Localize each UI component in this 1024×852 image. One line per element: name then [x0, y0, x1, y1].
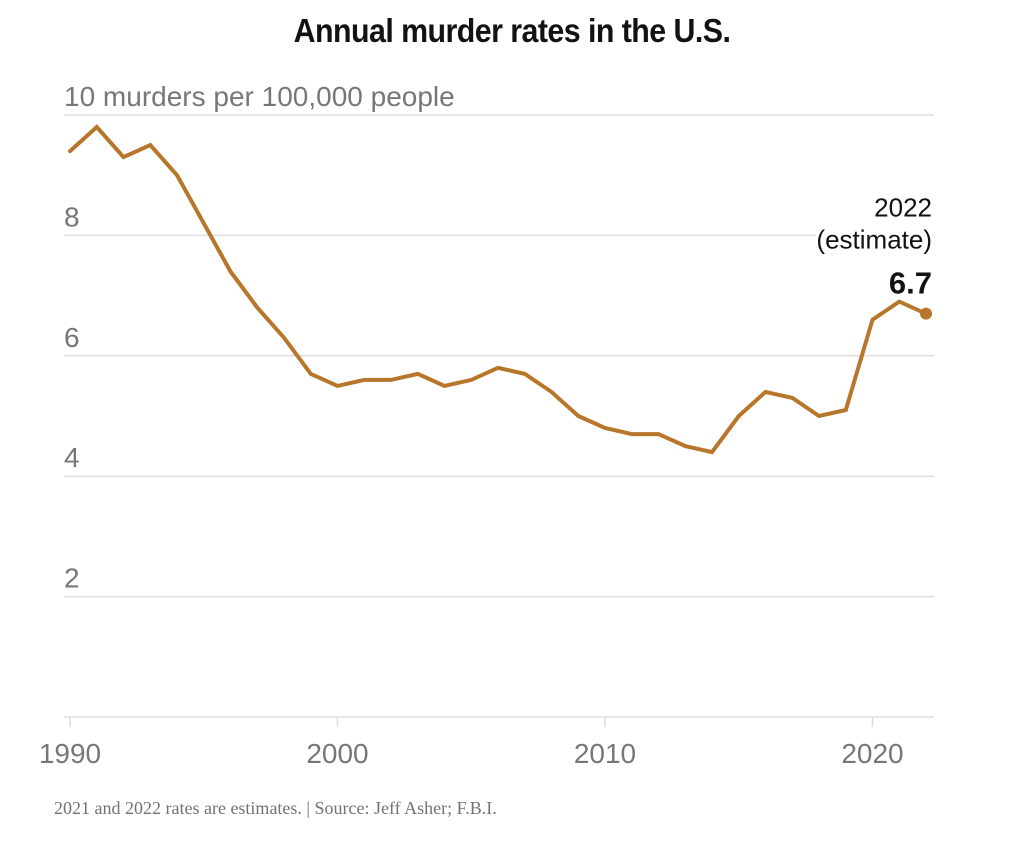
x-axis: 1990 2000 2010 2020 [39, 716, 934, 769]
data-point-2013 [683, 444, 687, 448]
data-point-2009 [576, 414, 580, 418]
data-point-2008 [550, 390, 554, 394]
data-point-2004 [443, 384, 447, 388]
data-point-2005 [469, 378, 473, 382]
data-point-2011 [630, 432, 634, 436]
y-tick-label-8: 8 [64, 201, 80, 232]
data-point-1998 [282, 336, 286, 340]
data-point-1990 [68, 149, 72, 153]
y-tick-label-2: 2 [64, 563, 80, 594]
data-point-2010 [603, 426, 607, 430]
y-tick-label-4: 4 [64, 442, 80, 473]
data-point-2017 [790, 396, 794, 400]
data-point-1996 [229, 270, 233, 274]
data-point-2018 [817, 414, 821, 418]
data-point-2014 [710, 450, 714, 454]
x-tick-label-2000: 2000 [306, 738, 368, 769]
data-point-1997 [255, 306, 259, 310]
source-note: 2021 and 2022 rates are estimates. | Sou… [54, 798, 497, 818]
series-layer [68, 124, 932, 455]
data-point-2015 [737, 414, 741, 418]
data-point-2020 [871, 318, 875, 322]
data-point-1993 [148, 143, 152, 147]
data-point-2001 [362, 378, 366, 382]
data-point-2003 [416, 372, 420, 376]
end-point-marker [920, 307, 932, 320]
annotation-subtitle: (estimate) [816, 225, 932, 255]
x-tick-label-2020: 2020 [841, 738, 903, 769]
data-point-1992 [122, 155, 126, 159]
y-tick-labels: 10 murders per 100,000 people 8 6 4 2 [64, 81, 455, 594]
data-point-2019 [844, 408, 848, 412]
x-tick-label-1990: 1990 [39, 738, 101, 769]
data-point-2000 [336, 384, 340, 388]
data-point-2012 [657, 432, 661, 436]
y-tick-label-10: 10 murders per 100,000 people [64, 81, 455, 112]
chart-title: Annual murder rates in the U.S. [293, 12, 731, 49]
data-point-2002 [389, 378, 393, 382]
data-point-1994 [175, 173, 179, 177]
annotation-year: 2022 [874, 193, 932, 223]
data-point-1995 [202, 221, 206, 225]
data-point-1991 [95, 125, 99, 129]
data-point-2007 [523, 372, 527, 376]
annotation: 2022 (estimate) 6.7 [813, 190, 935, 304]
data-point-2016 [764, 390, 768, 394]
data-point-2006 [496, 366, 500, 370]
series-line [68, 124, 928, 455]
annotation-value: 6.7 [889, 266, 932, 301]
data-point-1999 [309, 372, 313, 376]
y-tick-label-6: 6 [64, 322, 80, 353]
x-tick-label-2010: 2010 [574, 738, 636, 769]
gridlines [64, 114, 934, 598]
